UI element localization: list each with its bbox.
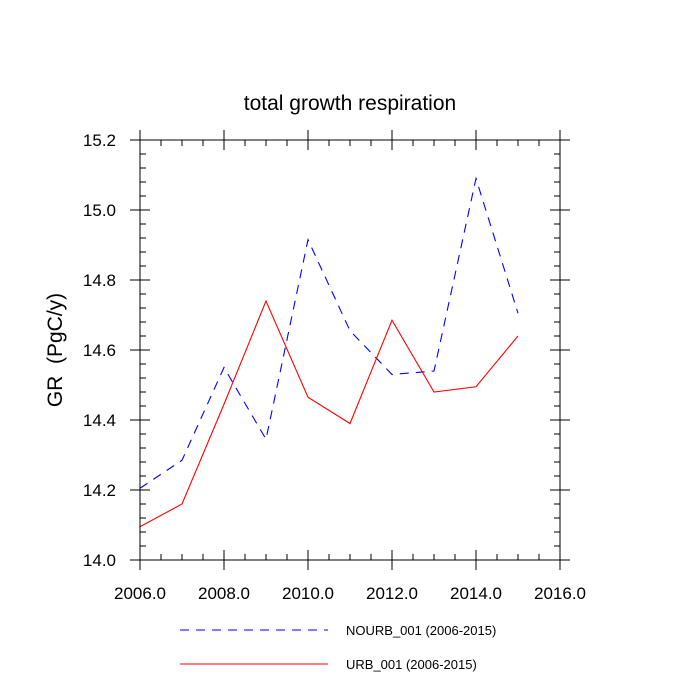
y-axis-label: GR (PgC/y) <box>44 293 67 407</box>
series-lines <box>139 176 519 528</box>
y-tick-label: 14.6 <box>83 341 116 360</box>
x-tick-label: 2014.0 <box>450 584 502 603</box>
y-tick-label: 14.4 <box>83 411 116 430</box>
y-tick-label: 14.0 <box>83 551 116 570</box>
x-tick-label: 2010.0 <box>282 584 334 603</box>
x-tick-label: 2012.0 <box>366 584 418 603</box>
legend-label: NOURB_001 (2006-2015) <box>346 623 496 638</box>
series-line-nourb <box>139 176 519 489</box>
x-tick-label: 2006.0 <box>114 584 166 603</box>
legend-label: URB_001 (2006-2015) <box>346 657 477 672</box>
x-tick-label: 2016.0 <box>534 584 586 603</box>
major-ticks <box>130 130 570 570</box>
plot-frame <box>139 139 561 561</box>
y-tick-label: 14.8 <box>83 271 116 290</box>
y-tick-label: 15.2 <box>83 131 116 150</box>
minor-ticks <box>139 139 561 561</box>
x-tick-label: 2008.0 <box>198 584 250 603</box>
tick-labels: 2006.0 2008.0 2010.0 2012.0 2014.0 2016.0 14.0… <box>83 131 586 603</box>
series-line-urb <box>139 299 519 528</box>
chart-title: total growth respiration <box>244 92 456 115</box>
y-tick-label: 14.2 <box>83 481 116 500</box>
y-tick-label: 15.0 <box>83 201 116 220</box>
legend: NOURB_001 (2006-2015) URB_001 (2006-2015) <box>180 623 496 672</box>
